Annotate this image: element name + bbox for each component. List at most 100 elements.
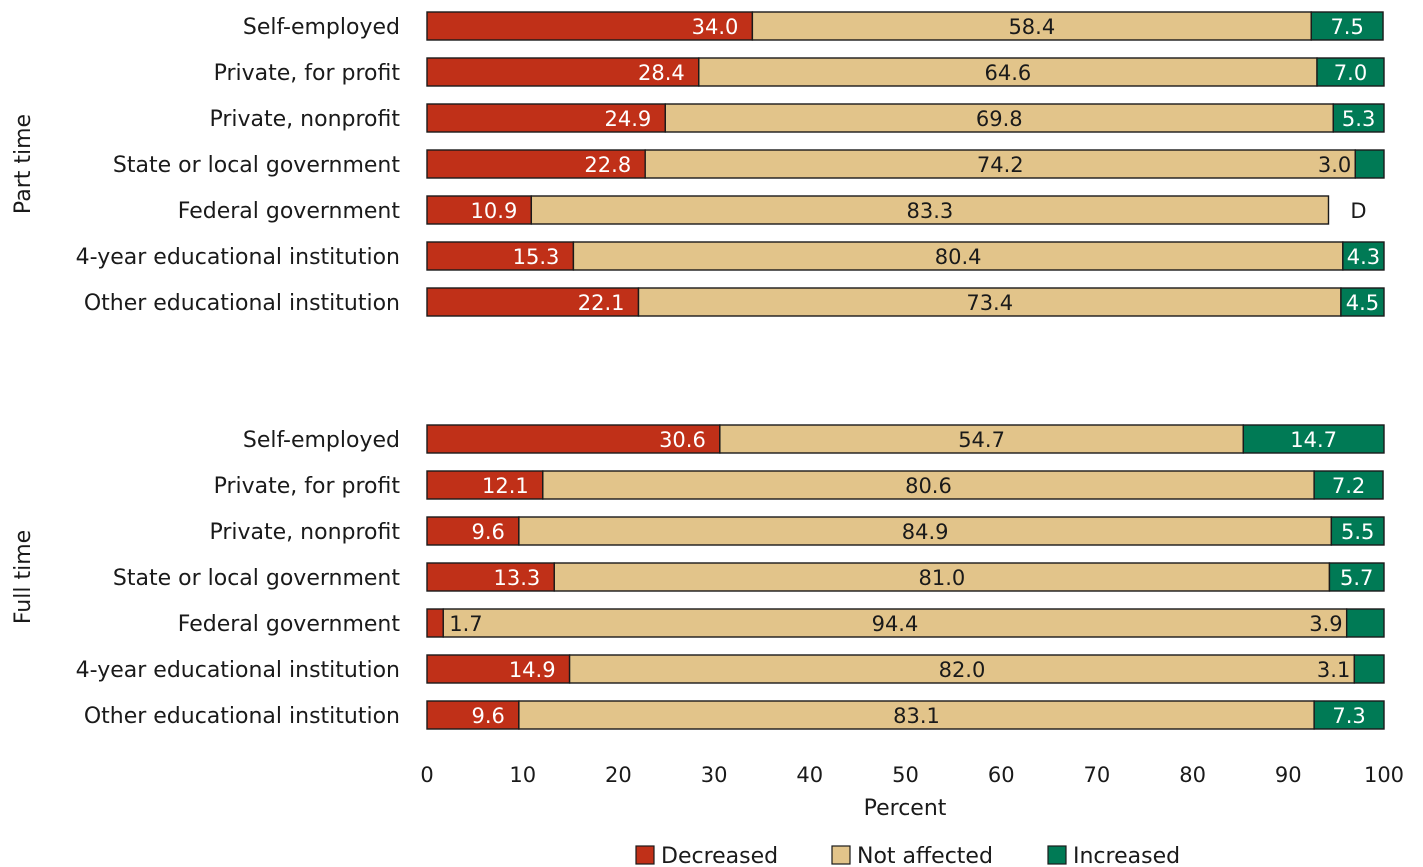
x-tick-label: 30 — [701, 763, 728, 787]
bar-segment — [1328, 562, 1385, 592]
category-label: Federal government — [178, 199, 401, 224]
category-label: Self-employed — [243, 15, 400, 40]
x-tick-label: 80 — [1179, 763, 1206, 787]
category-label: Private, for profit — [214, 474, 401, 499]
value-label: 83.3 — [907, 199, 954, 223]
x-tick-label: 70 — [1084, 763, 1111, 787]
value-label: 4.3 — [1347, 245, 1380, 269]
x-tick-label: 0 — [420, 763, 433, 787]
x-tick-label: 100 — [1364, 763, 1404, 787]
value-label: 7.5 — [1330, 15, 1363, 39]
value-label: 54.7 — [958, 428, 1005, 452]
x-tick-label: 40 — [796, 763, 823, 787]
legend-label: Increased — [1073, 844, 1180, 867]
value-label: 73.4 — [966, 291, 1013, 315]
category-labels-layer: Self-employed Private, for profit Private,… — [76, 15, 401, 729]
value-label: 82.0 — [939, 658, 986, 682]
bar-segment — [426, 11, 754, 41]
bar-segment — [553, 562, 1331, 592]
legend-swatch — [1047, 845, 1067, 865]
value-label: 4.5 — [1346, 291, 1379, 315]
legend-label: Not affected — [857, 844, 993, 867]
bar-segment — [698, 57, 1318, 87]
bar-segment — [542, 470, 1315, 500]
value-label: 13.3 — [494, 566, 541, 590]
category-label: Self-employed — [243, 428, 400, 453]
bar-segment — [426, 287, 640, 317]
group-label: Part time — [11, 114, 36, 214]
x-axis-label: Percent — [864, 796, 947, 821]
value-labels-layer: 34.0 58.4 7.5 28.4 64.6 7.0 24.9 69.8 5.3 22.8 74.… — [449, 15, 1380, 728]
bar-segment — [1313, 700, 1385, 730]
category-label: Private, nonprofit — [209, 520, 400, 545]
category-label: State or local government — [113, 566, 400, 591]
value-label: 3.0 — [1318, 153, 1351, 177]
category-label: Private, nonprofit — [209, 107, 400, 132]
category-label: 4-year educational institution — [76, 658, 400, 683]
bar-segment — [1332, 103, 1385, 133]
value-label: 94.4 — [872, 612, 919, 636]
bar-segment — [426, 424, 721, 454]
bar-segment — [1313, 470, 1384, 500]
legend-swatch — [635, 845, 655, 865]
category-label: Other educational institution — [84, 291, 400, 316]
x-tick-label: 20 — [605, 763, 632, 787]
value-label: 58.4 — [1008, 15, 1055, 39]
value-label: 69.8 — [976, 107, 1023, 131]
legend: Decreased Not affected Increased — [635, 844, 1180, 867]
bar-segment — [426, 516, 520, 546]
value-label: 64.6 — [985, 61, 1032, 85]
value-label: 12.1 — [482, 474, 529, 498]
bar-segment — [426, 608, 444, 638]
bar-segment — [664, 103, 1334, 133]
bar-segment — [719, 424, 1245, 454]
bar-segment — [1316, 57, 1385, 87]
bar-segment — [426, 149, 646, 179]
x-axis: Percent 0 10 20 30 40 50 60 70 80 90 100 — [420, 763, 1404, 821]
value-label: 80.6 — [905, 474, 952, 498]
value-label: 74.2 — [977, 153, 1024, 177]
value-label: 28.4 — [638, 61, 685, 85]
bar-segment — [1345, 608, 1385, 638]
value-label: 7.2 — [1332, 474, 1365, 498]
bar-segment — [572, 241, 1344, 271]
value-label: 83.1 — [893, 704, 940, 728]
bar-segment — [426, 654, 571, 684]
bar-segment — [1330, 516, 1385, 546]
value-label: 22.1 — [578, 291, 625, 315]
category-label: Private, for profit — [214, 61, 401, 86]
category-label: 4-year educational institution — [76, 245, 400, 270]
value-label: 34.0 — [692, 15, 739, 39]
value-label: 3.1 — [1317, 658, 1350, 682]
category-label: Federal government — [178, 612, 401, 637]
bar-segment — [442, 608, 1348, 638]
value-label: 14.7 — [1290, 428, 1337, 452]
x-tick-label: 60 — [988, 763, 1015, 787]
bar-segment — [1242, 424, 1385, 454]
value-label: 14.9 — [509, 658, 556, 682]
bar-segment — [518, 700, 1315, 730]
x-tick-label: 90 — [1275, 763, 1302, 787]
bar-segment — [1353, 654, 1385, 684]
value-label: 7.0 — [1334, 61, 1367, 85]
value-label: 22.8 — [584, 153, 631, 177]
legend-swatch — [831, 845, 851, 865]
bar-segment — [1340, 287, 1385, 317]
legend-label: Decreased — [661, 844, 778, 867]
bar-segment — [751, 11, 1312, 41]
x-tick-label: 50 — [892, 763, 919, 787]
bar-segment — [518, 516, 1333, 546]
bar-segment — [426, 195, 533, 225]
group-label: Full time — [11, 530, 36, 624]
value-label: 10.9 — [471, 199, 518, 223]
value-label: 3.9 — [1309, 612, 1342, 636]
value-label: 7.3 — [1332, 704, 1365, 728]
bar-segment — [530, 195, 1330, 225]
value-label: 1.7 — [449, 612, 482, 636]
value-label: 81.0 — [918, 566, 965, 590]
category-label: Other educational institution — [84, 704, 400, 729]
value-label: 9.6 — [471, 520, 504, 544]
value-label: 24.9 — [605, 107, 652, 131]
value-label: 5.7 — [1340, 566, 1373, 590]
